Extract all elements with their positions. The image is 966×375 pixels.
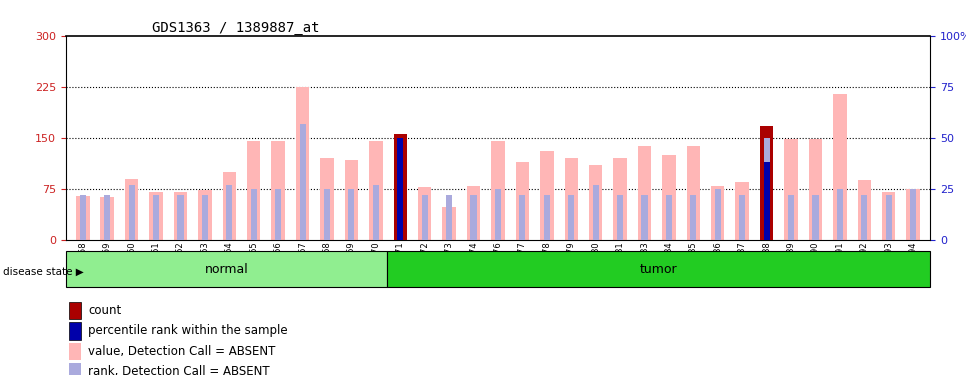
Bar <box>174 192 187 240</box>
Bar <box>275 189 281 240</box>
Bar <box>226 185 233 240</box>
Bar <box>296 87 309 240</box>
Bar <box>470 195 476 240</box>
Bar <box>442 207 456 240</box>
Bar <box>540 152 554 240</box>
Bar <box>663 155 675 240</box>
Bar <box>69 302 81 319</box>
Bar <box>886 195 892 240</box>
Bar <box>687 146 700 240</box>
Text: normal: normal <box>205 262 248 276</box>
Text: disease state ▶: disease state ▶ <box>3 267 84 277</box>
Bar <box>516 162 529 240</box>
Bar <box>735 182 749 240</box>
Bar <box>564 158 578 240</box>
Bar <box>69 322 81 340</box>
Bar <box>812 195 818 240</box>
Bar <box>393 134 407 240</box>
Bar <box>299 123 305 240</box>
Bar <box>397 138 404 240</box>
Bar <box>446 195 452 240</box>
Bar <box>882 192 895 240</box>
Bar <box>104 195 110 240</box>
Bar <box>784 139 798 240</box>
Bar <box>492 141 504 240</box>
Bar <box>373 185 379 240</box>
Bar <box>178 195 184 240</box>
Bar <box>520 195 526 240</box>
Bar <box>858 180 871 240</box>
Bar <box>393 134 407 240</box>
Bar <box>691 195 696 240</box>
Bar <box>321 158 333 240</box>
Bar <box>763 162 770 240</box>
Text: tumor: tumor <box>639 262 677 276</box>
Bar <box>251 189 257 240</box>
Bar <box>345 160 358 240</box>
Bar <box>150 192 162 240</box>
Bar <box>418 187 432 240</box>
Bar <box>760 128 774 240</box>
Bar <box>324 189 330 240</box>
Bar <box>711 186 724 240</box>
Bar <box>495 189 501 240</box>
Bar <box>128 185 134 240</box>
Text: GDS1363 / 1389887_at: GDS1363 / 1389887_at <box>153 21 320 34</box>
Bar <box>809 139 822 240</box>
Bar <box>198 190 212 240</box>
Bar <box>467 186 480 240</box>
Bar <box>125 179 138 240</box>
Text: rank, Detection Call = ABSENT: rank, Detection Call = ABSENT <box>88 365 270 375</box>
Bar <box>834 93 846 240</box>
Bar <box>397 138 404 240</box>
Bar <box>247 141 261 240</box>
Text: count: count <box>88 304 122 317</box>
Bar <box>544 195 550 240</box>
Bar <box>666 195 672 240</box>
Bar <box>153 195 159 240</box>
Bar <box>910 189 916 240</box>
Bar <box>613 158 627 240</box>
Bar <box>739 195 745 240</box>
Bar <box>80 195 86 240</box>
Bar <box>271 141 285 240</box>
Bar <box>76 196 90 240</box>
Bar <box>349 189 355 240</box>
Bar <box>202 195 208 240</box>
Text: percentile rank within the sample: percentile rank within the sample <box>88 324 288 338</box>
Bar <box>568 195 575 240</box>
Bar <box>862 195 867 240</box>
Text: value, Detection Call = ABSENT: value, Detection Call = ABSENT <box>88 345 275 358</box>
Bar <box>617 195 623 240</box>
Bar <box>788 195 794 240</box>
Bar <box>66 251 386 287</box>
Bar <box>760 126 774 240</box>
Bar <box>837 189 843 240</box>
Bar <box>69 363 81 375</box>
Bar <box>906 189 920 240</box>
Bar <box>763 138 770 240</box>
Bar <box>69 342 81 360</box>
Bar <box>638 146 651 240</box>
Bar <box>100 197 114 240</box>
Bar <box>369 141 383 240</box>
Bar <box>421 195 428 240</box>
Bar <box>715 189 721 240</box>
Bar <box>641 195 647 240</box>
Bar <box>592 185 599 240</box>
Bar <box>386 251 930 287</box>
Bar <box>222 172 236 240</box>
Bar <box>589 165 603 240</box>
